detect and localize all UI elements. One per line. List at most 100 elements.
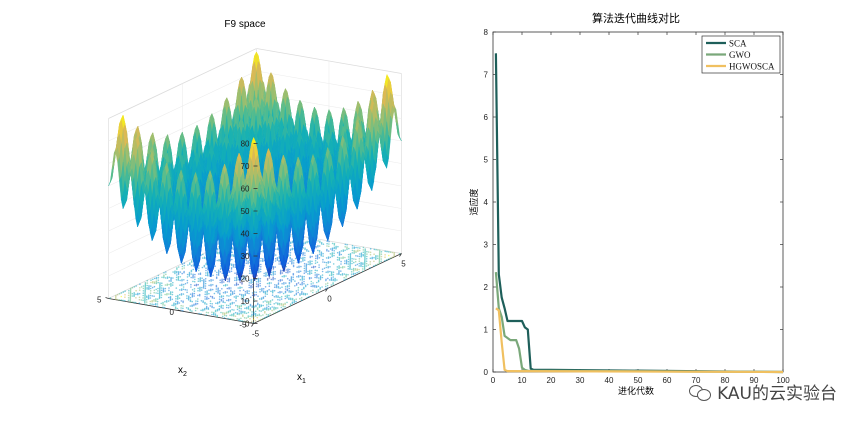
contour-mark	[374, 249, 376, 251]
contour-mark	[279, 291, 281, 293]
contour-mark	[175, 303, 177, 305]
contour-mark	[258, 320, 260, 322]
contour-mark	[298, 289, 300, 291]
contour-mark	[244, 311, 246, 313]
contour-mark	[359, 247, 361, 249]
contour-mark	[251, 321, 253, 323]
contour-mark	[259, 304, 261, 306]
contour-mark	[388, 255, 390, 257]
contour-mark	[260, 319, 262, 321]
contour-mark	[236, 276, 238, 278]
contour-mark	[217, 251, 219, 253]
contour-mark	[211, 314, 213, 316]
contour-mark	[157, 303, 159, 305]
contour-mark	[117, 294, 119, 296]
contour-mark	[166, 293, 168, 295]
contour-mark	[334, 243, 336, 245]
contour-mark	[312, 285, 314, 287]
contour-mark	[146, 295, 148, 297]
contour-mark	[139, 283, 141, 285]
contour-mark	[128, 297, 130, 299]
contour-mark	[393, 252, 395, 254]
contour-mark	[227, 278, 229, 280]
contour-mark	[333, 252, 335, 254]
contour-mark	[332, 243, 334, 245]
contour-mark	[264, 317, 266, 319]
contour-mark	[332, 282, 334, 284]
contour-mark	[290, 245, 292, 247]
contour-mark	[171, 305, 173, 307]
contour-mark	[178, 266, 180, 268]
contour-mark	[233, 254, 235, 256]
contour-mark	[317, 254, 319, 256]
contour-mark	[230, 306, 232, 308]
contour-mark	[292, 276, 294, 278]
contour-mark	[285, 282, 287, 284]
contour-mark	[327, 278, 329, 280]
contour-mark	[279, 310, 281, 312]
contour-mark	[153, 295, 155, 297]
contour-mark	[255, 313, 257, 315]
contour-mark	[222, 307, 224, 309]
contour-mark	[237, 309, 239, 311]
contour-mark	[359, 260, 361, 262]
contour-mark	[290, 241, 292, 243]
contour-mark	[152, 295, 154, 297]
contour-mark	[261, 304, 263, 306]
contour-mark	[285, 275, 287, 277]
contour-mark	[239, 290, 241, 292]
contour-mark	[273, 313, 275, 315]
contour-mark	[234, 284, 236, 286]
contour-mark	[301, 282, 303, 284]
contour-mark	[223, 295, 225, 297]
contour-mark	[327, 282, 329, 284]
contour-mark	[253, 311, 255, 313]
contour-mark	[215, 303, 217, 305]
contour-mark	[250, 297, 252, 299]
contour-mark	[124, 290, 126, 292]
contour-mark	[333, 276, 335, 278]
contour-mark	[180, 271, 182, 273]
contour-mark	[327, 285, 329, 287]
contour-mark	[281, 279, 283, 281]
contour-mark	[303, 281, 305, 283]
contour-mark	[299, 298, 301, 300]
contour-mark	[312, 282, 314, 284]
contour-mark	[197, 288, 199, 290]
contour-mark	[193, 304, 195, 306]
contour-mark	[219, 301, 221, 303]
contour-mark	[344, 246, 346, 248]
contour-mark	[252, 281, 254, 283]
contour-mark	[295, 301, 297, 303]
contour-mark	[179, 289, 181, 291]
contour-mark	[190, 284, 192, 286]
contour-mark	[259, 285, 261, 287]
contour-mark	[231, 309, 233, 311]
contour-mark	[221, 279, 223, 281]
contour-mark	[230, 293, 232, 295]
contour-mark	[248, 287, 250, 289]
contour-mark	[284, 303, 286, 305]
contour-mark	[229, 318, 231, 320]
contour-mark	[194, 293, 196, 295]
contour-mark	[155, 292, 157, 294]
contour-mark	[347, 274, 349, 276]
contour-mark	[199, 287, 201, 289]
contour-mark	[192, 281, 194, 283]
contour-mark	[206, 306, 208, 308]
contour-mark	[186, 307, 188, 309]
contour-mark	[246, 313, 248, 315]
contour-mark	[231, 254, 233, 256]
contour-mark	[154, 278, 156, 280]
contour-mark	[162, 302, 164, 304]
contour-mark	[161, 282, 163, 284]
contour-mark	[216, 288, 218, 290]
contour-mark	[216, 272, 218, 274]
contour-mark	[150, 285, 152, 287]
contour-mark	[348, 261, 350, 263]
contour-mark	[210, 303, 212, 305]
contour-mark	[186, 295, 188, 297]
contour-mark	[194, 285, 196, 287]
contour-mark	[251, 311, 253, 313]
contour-mark	[189, 262, 191, 264]
